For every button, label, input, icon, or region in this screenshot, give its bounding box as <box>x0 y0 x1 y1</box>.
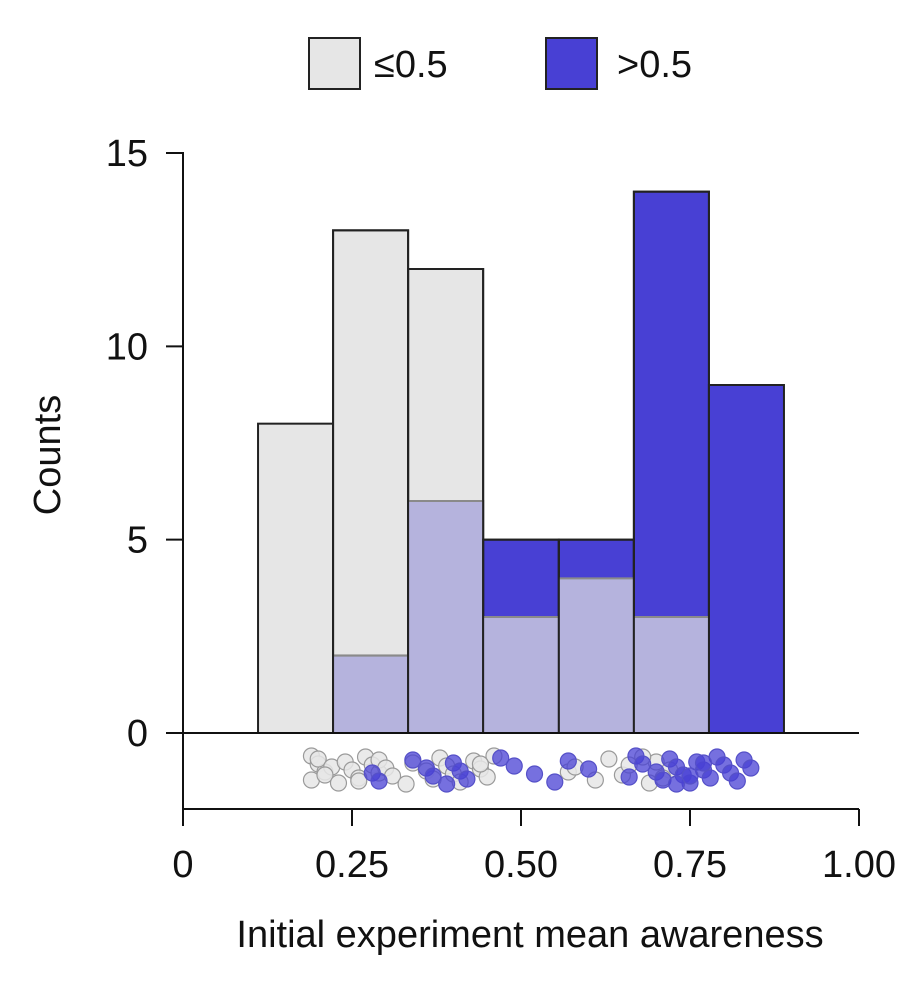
strip-point-le-0-5 <box>329 774 348 792</box>
strip-points <box>302 747 760 793</box>
x-tick-label: 0 <box>172 844 193 886</box>
strip-point-le-0-5 <box>600 750 618 768</box>
y-tick-label: 10 <box>106 326 148 368</box>
legend-swatch-gt-0-5 <box>545 37 598 90</box>
strip-point-gt-0-5 <box>458 770 476 788</box>
strip-point-le-0-5 <box>350 772 368 790</box>
strip-point-gt-0-5 <box>424 767 442 785</box>
strip-point-gt-0-5 <box>667 775 686 793</box>
strip-point-gt-0-5 <box>634 755 652 773</box>
bar-overlap <box>483 617 559 733</box>
strip-point-gt-0-5 <box>701 769 719 787</box>
x-tick-label: 0.50 <box>484 844 558 886</box>
bar-overlap <box>633 617 709 733</box>
bar-overlap <box>558 578 634 733</box>
bar-gt-0-5 <box>707 384 785 734</box>
strip-point-gt-0-5 <box>559 752 577 770</box>
y-tick-label: 15 <box>106 133 148 175</box>
strip-point-gt-0-5 <box>370 772 388 790</box>
strip-point-le-0-5 <box>316 766 334 784</box>
bar-overlap <box>408 501 484 733</box>
strip-point-gt-0-5 <box>404 751 422 769</box>
x-tick-label: 1.00 <box>822 844 896 886</box>
strip-point-gt-0-5 <box>505 757 523 775</box>
strip-point-gt-0-5 <box>728 772 746 790</box>
y-tick-label: 0 <box>127 713 148 755</box>
strip-point-gt-0-5 <box>742 759 760 777</box>
strip-point-gt-0-5 <box>681 767 699 785</box>
strip-point-gt-0-5 <box>546 773 564 791</box>
bars-overlap <box>332 190 710 735</box>
x-tick-label: 0.75 <box>653 844 727 886</box>
legend-label-gt-0-5: >0.5 <box>617 44 692 86</box>
bar-le-0-5 <box>332 229 410 734</box>
y-tick-label: 5 <box>127 520 148 562</box>
x-tick-label: 0.25 <box>315 844 389 886</box>
strip-point-gt-0-5 <box>620 768 638 786</box>
x-ticks: 0 0.25 0.50 0.75 1.00 <box>172 809 896 886</box>
strip-point-gt-0-5 <box>492 749 510 767</box>
strip-point-gt-0-5 <box>579 760 598 778</box>
strip-point-le-0-5 <box>309 750 327 768</box>
legend: ≤0.5 >0.5 <box>308 37 692 90</box>
bar-overlap <box>333 655 409 733</box>
strip-point-le-0-5 <box>397 775 415 793</box>
strip-point-le-0-5 <box>471 755 490 773</box>
y-axis-label: Counts <box>27 395 69 515</box>
x-axis-label: Initial experiment mean awareness <box>236 914 823 956</box>
strip-point-gt-0-5 <box>694 754 713 772</box>
strip-point-gt-0-5 <box>525 765 544 783</box>
y-ticks: 0 5 10 15 <box>106 133 183 755</box>
strip-point-gt-0-5 <box>438 775 456 793</box>
legend-swatch-le-0-5 <box>308 37 361 90</box>
bar-le-0-5 <box>257 422 335 734</box>
legend-label-le-0-5: ≤0.5 <box>374 44 448 86</box>
